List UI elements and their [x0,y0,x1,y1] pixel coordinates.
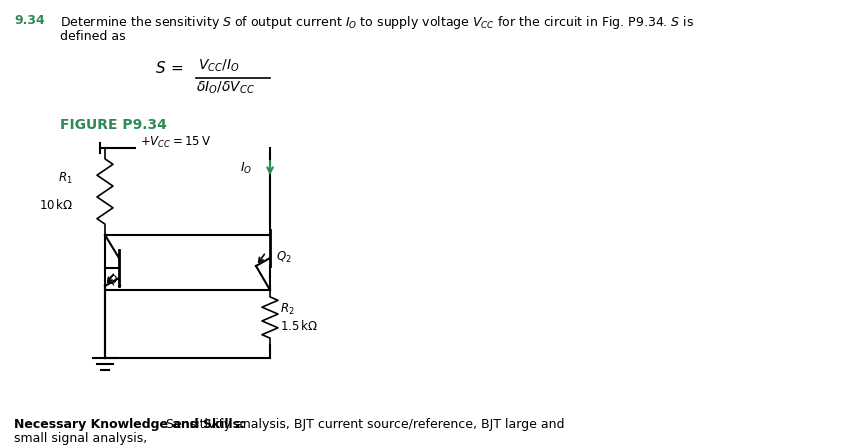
Text: $+V_{CC} = 15\,\mathrm{V}$: $+V_{CC} = 15\,\mathrm{V}$ [140,135,211,150]
Text: $\delta I_O/\delta V_{CC}$: $\delta I_O/\delta V_{CC}$ [196,80,255,96]
Text: $I_O$: $I_O$ [240,160,252,176]
Text: $R_2$: $R_2$ [280,302,294,317]
Text: $10\,\mathrm{k}\Omega$: $10\,\mathrm{k}\Omega$ [39,198,73,211]
Text: $V_{CC}/I_O$: $V_{CC}/I_O$ [198,58,239,74]
Text: Necessary Knowledge and Skills:: Necessary Knowledge and Skills: [14,418,245,431]
Text: $Q_1$: $Q_1$ [107,274,123,289]
Text: 9.34: 9.34 [14,14,45,27]
Text: $1.5\,\mathrm{k}\Omega$: $1.5\,\mathrm{k}\Omega$ [280,319,318,333]
Text: $S\,=$: $S\,=$ [155,60,183,76]
Text: defined as: defined as [60,30,126,43]
Text: small signal analysis,: small signal analysis, [14,432,148,445]
Text: $Q_2$: $Q_2$ [276,250,292,265]
Text: $R_1$: $R_1$ [59,171,73,186]
Text: Determine the sensitivity $S$ of output current $I_O$ to supply voltage $V_{CC}$: Determine the sensitivity $S$ of output … [60,14,695,31]
Text: Sensitivity analysis, BJT current source/reference, BJT large and: Sensitivity analysis, BJT current source… [162,418,565,431]
Text: FIGURE P9.34: FIGURE P9.34 [60,118,167,132]
